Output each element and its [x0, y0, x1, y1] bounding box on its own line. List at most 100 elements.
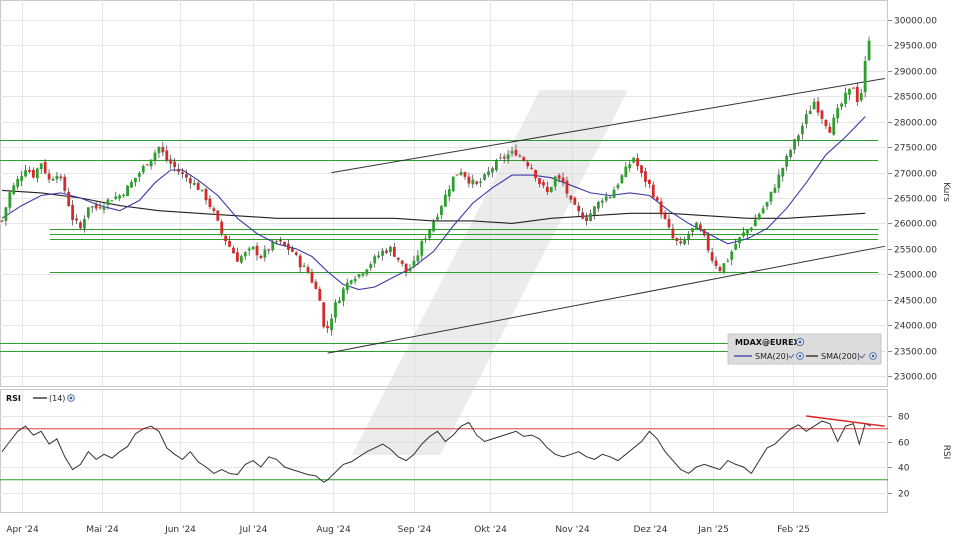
candlestick — [216, 210, 220, 222]
candle-body — [620, 175, 624, 184]
candlestick — [714, 256, 718, 270]
candle-body — [749, 227, 753, 231]
price-tick-label: 23500.00 — [894, 348, 937, 358]
candle-body — [365, 269, 369, 275]
candlestick — [20, 170, 24, 187]
month-label: Nov '24 — [555, 525, 590, 535]
candle-body — [840, 103, 844, 107]
candle-body — [51, 178, 55, 181]
candlestick — [287, 239, 290, 255]
candlestick — [24, 164, 27, 178]
candle-body — [59, 176, 63, 179]
candlestick — [679, 236, 683, 246]
candlestick — [753, 214, 757, 227]
candle-body — [679, 241, 683, 244]
candlestick — [294, 251, 298, 257]
candlestick — [239, 254, 243, 264]
candlestick — [573, 196, 577, 206]
candle-body — [228, 240, 231, 247]
price-tick-label: 30000.00 — [894, 17, 937, 27]
legend-sma20-check-icon[interactable] — [788, 353, 795, 359]
candle-body — [487, 171, 490, 176]
candlestick — [730, 250, 734, 266]
legend-sma200-check-icon[interactable] — [859, 353, 866, 359]
candle-body — [338, 300, 341, 304]
candle-body — [663, 213, 667, 219]
candlestick — [169, 154, 173, 169]
candle-body — [773, 187, 777, 193]
candle-body — [341, 288, 345, 302]
legend-sma200-info-icon[interactable] — [869, 352, 877, 360]
candle-body — [455, 174, 459, 176]
candlestick — [718, 264, 722, 273]
candle-body — [753, 219, 757, 227]
candle-body — [392, 247, 396, 257]
price-tick-label: 28500.00 — [894, 93, 937, 103]
candle-body — [667, 218, 671, 228]
price-tick-label: 25000.00 — [894, 271, 937, 281]
candle-body — [565, 180, 569, 194]
candle-body — [298, 255, 302, 268]
candlestick — [8, 190, 12, 213]
candlestick — [746, 229, 749, 239]
candlestick — [188, 175, 192, 189]
candle-body — [334, 302, 337, 318]
candle-body — [357, 274, 361, 277]
candle-body — [698, 224, 702, 231]
candlestick — [185, 169, 188, 182]
candlestick — [534, 169, 537, 182]
candlestick — [545, 181, 549, 195]
candle-body — [855, 86, 859, 103]
rsi-panel-frame — [0, 389, 888, 513]
candle-body — [263, 249, 267, 258]
candle-body — [632, 157, 636, 163]
rsi-info-icon[interactable] — [67, 394, 75, 402]
candlestick — [149, 159, 153, 170]
candlestick — [761, 205, 765, 215]
candle-body — [640, 165, 643, 174]
candlestick — [800, 122, 804, 140]
candle-body — [483, 174, 486, 180]
candlestick — [408, 264, 412, 272]
candlestick — [785, 153, 789, 172]
candlestick — [63, 174, 67, 194]
candle-body — [290, 248, 294, 252]
candlestick — [483, 173, 486, 181]
candlestick — [542, 179, 545, 189]
candle-body — [275, 240, 279, 242]
legend-instrument-info-icon[interactable] — [796, 338, 804, 346]
candle-body — [251, 246, 255, 250]
candle-body — [279, 239, 282, 242]
candle-body — [765, 202, 769, 207]
candlestick — [710, 247, 714, 264]
candle-body — [200, 189, 204, 191]
candlestick — [385, 248, 388, 255]
trend-channel — [327, 77, 885, 354]
candle-body — [318, 288, 322, 301]
candle-body — [828, 126, 832, 133]
candle-body — [161, 146, 165, 153]
candlestick — [4, 206, 8, 226]
moving-averages — [1, 116, 866, 291]
candlestick — [55, 171, 59, 183]
candle-body — [82, 219, 86, 229]
candle-body — [577, 205, 581, 212]
candlestick — [35, 167, 39, 183]
candlestick — [353, 275, 357, 285]
candle-body — [718, 266, 722, 272]
candle-body — [94, 204, 98, 209]
candlestick — [400, 260, 404, 267]
candlestick — [302, 262, 306, 268]
rsi-tick-label: 80 — [898, 413, 910, 423]
candle-body — [283, 241, 286, 246]
candlestick — [377, 251, 381, 259]
candle-body — [102, 206, 106, 210]
candle-body — [349, 280, 353, 284]
candle-body — [385, 250, 388, 253]
candle-body — [836, 108, 840, 119]
legend-sma20-info-icon[interactable] — [796, 352, 804, 360]
candlestick — [491, 166, 494, 178]
candle-body — [35, 168, 39, 179]
candle-body — [785, 155, 789, 167]
candlestick — [655, 195, 659, 202]
